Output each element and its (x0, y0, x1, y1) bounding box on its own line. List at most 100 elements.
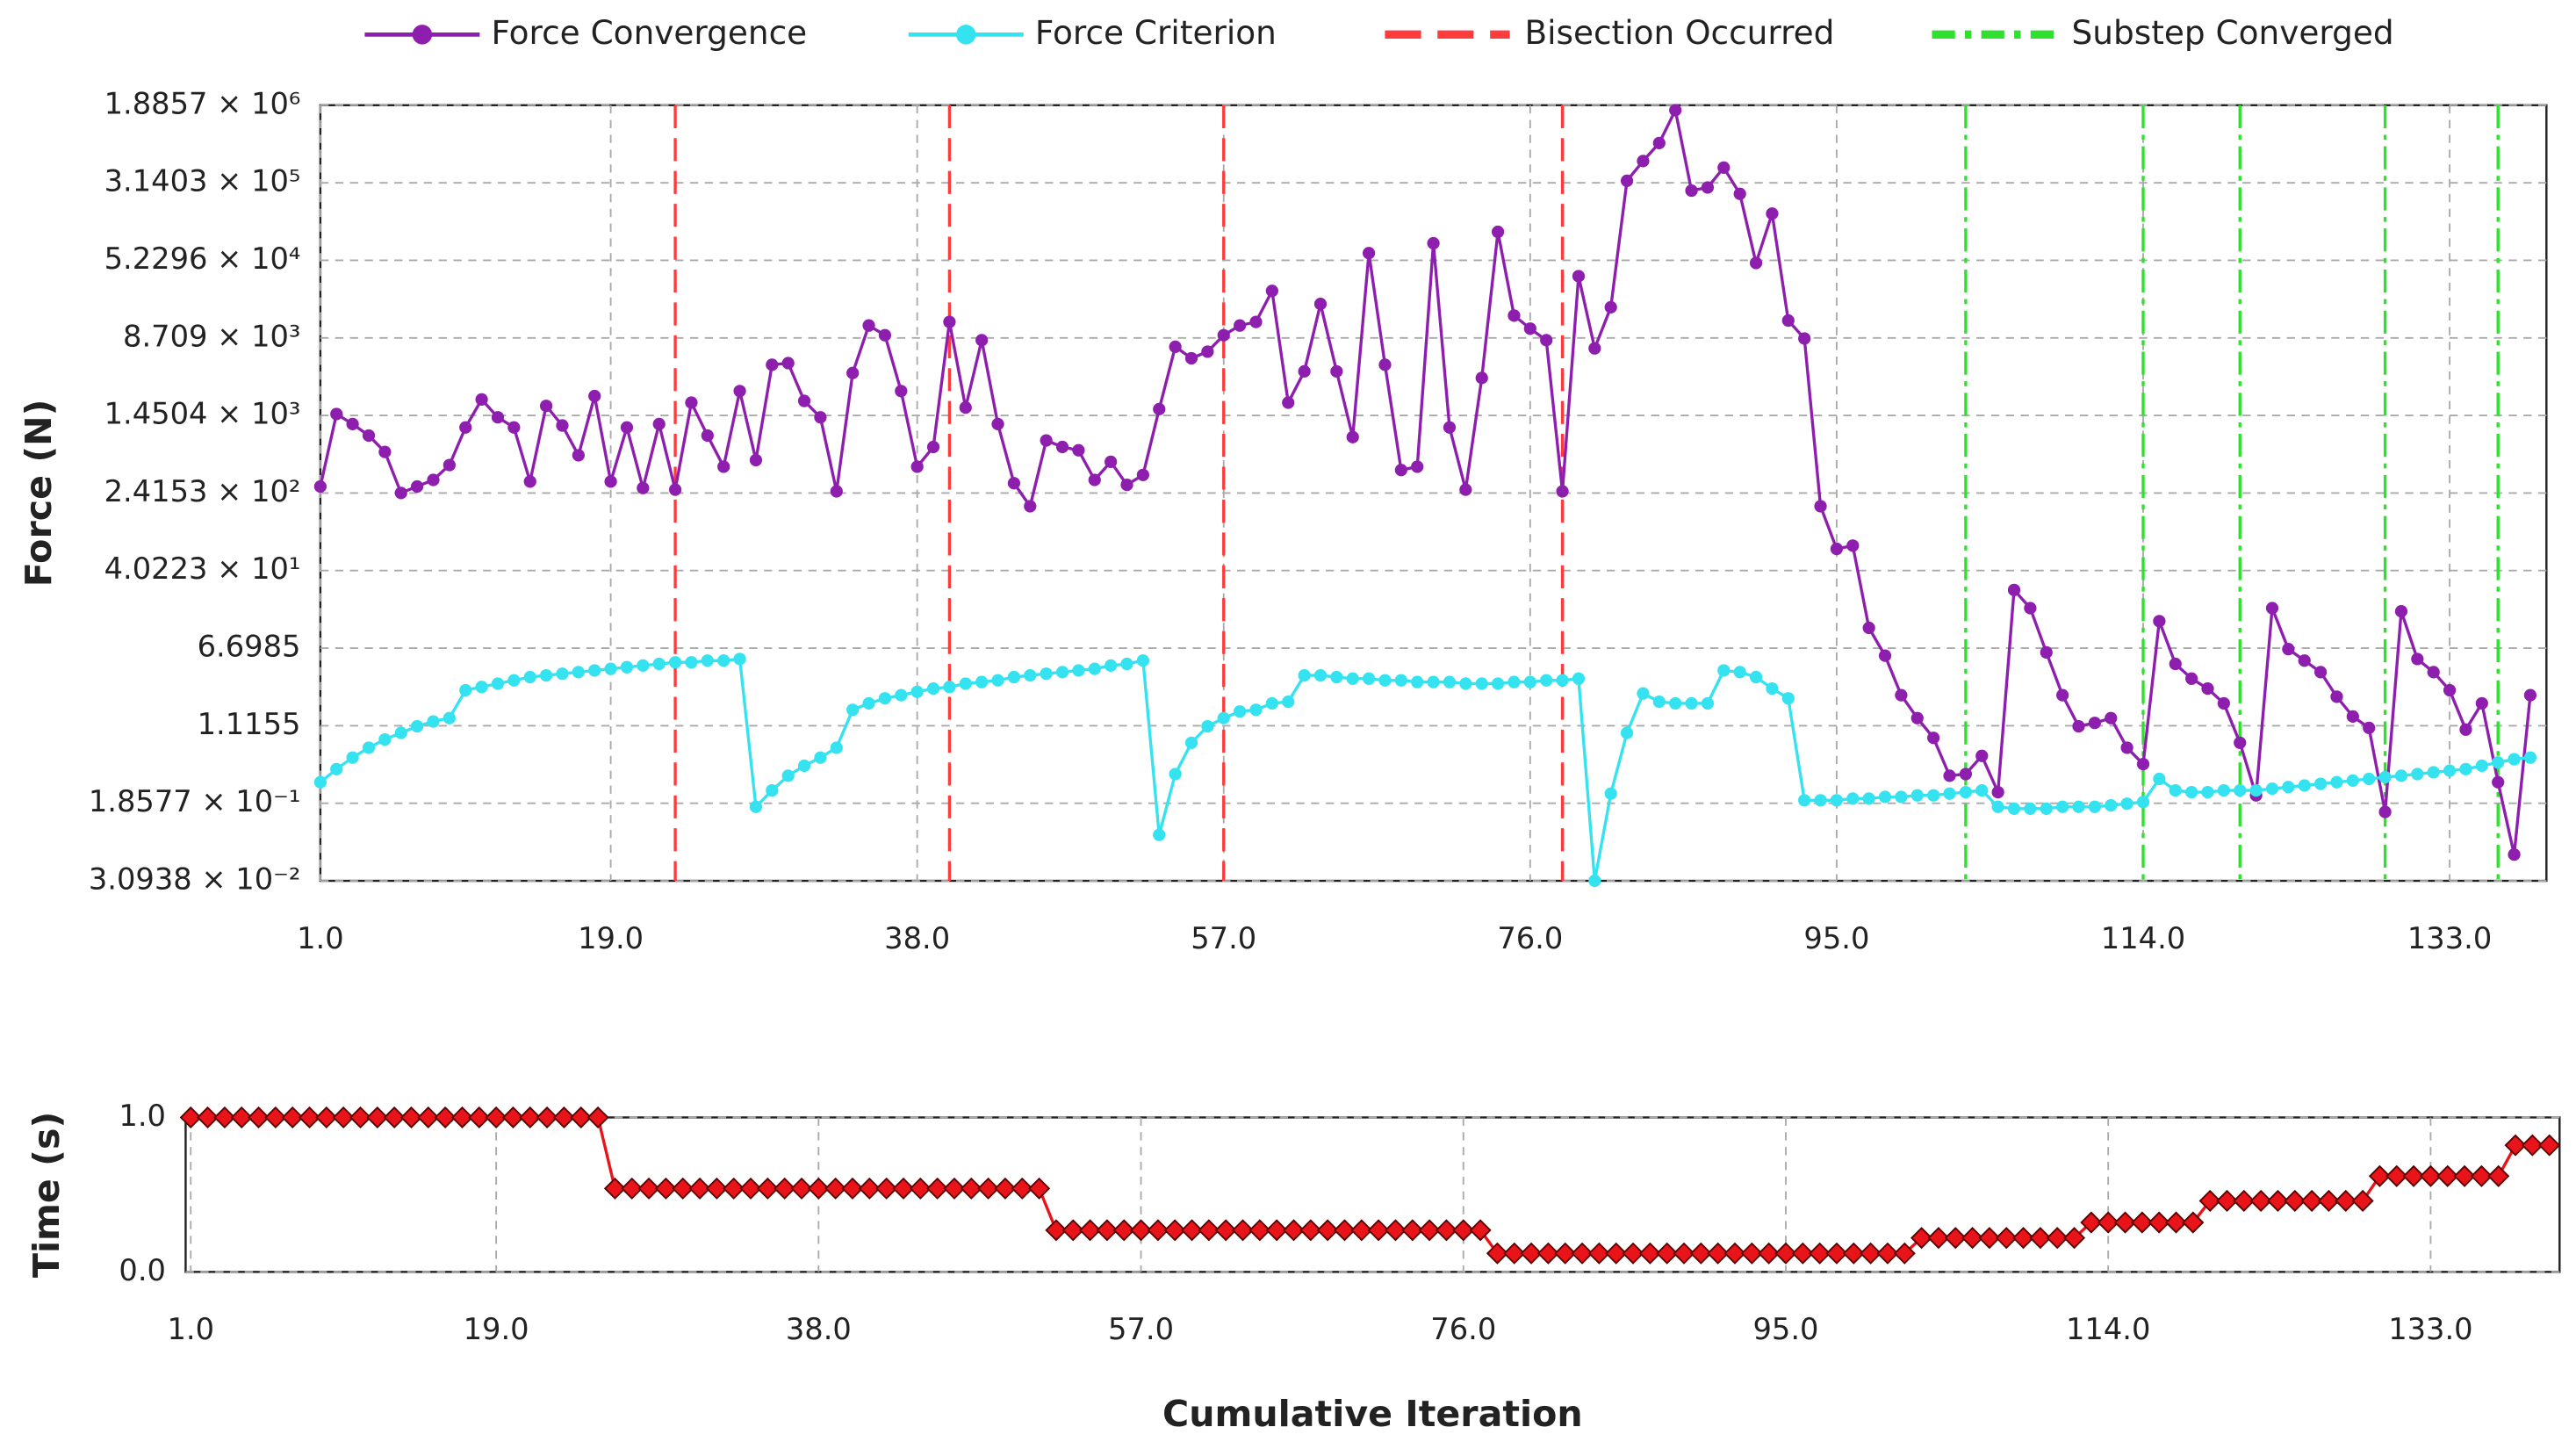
marker (1105, 659, 1118, 672)
marker (411, 479, 424, 494)
marker (346, 417, 359, 430)
marker (1007, 477, 1021, 490)
marker (362, 741, 376, 754)
y-tick-label: 1.4504 × 10³ (104, 397, 301, 431)
marker (1961, 1227, 1984, 1250)
marker (749, 453, 763, 467)
marker (2113, 1211, 2137, 1234)
marker (620, 421, 634, 434)
plot-area (184, 1116, 2561, 1273)
y-tick-label: 2.4153 × 10² (104, 474, 301, 508)
marker (943, 681, 956, 694)
marker (2056, 800, 2069, 813)
marker (1910, 789, 1924, 802)
marker (570, 1106, 593, 1129)
marker (1443, 675, 1457, 688)
marker (637, 481, 650, 494)
marker (895, 688, 908, 702)
marker (1991, 785, 2004, 799)
marker (298, 1106, 321, 1129)
marker (1572, 270, 1586, 283)
marker (1587, 1242, 1610, 1265)
marker (1556, 485, 1569, 498)
marker (1265, 1219, 1288, 1242)
marker (1459, 483, 1472, 496)
marker (637, 1177, 660, 1200)
y-tick-label: 8.709 × 10³ (123, 319, 300, 353)
marker (652, 417, 666, 430)
marker (313, 479, 327, 494)
marker (705, 1177, 728, 1200)
marker (1717, 161, 1731, 174)
marker (2266, 1189, 2290, 1212)
marker (1362, 672, 1376, 685)
marker (701, 429, 714, 443)
marker (2153, 615, 2166, 628)
y-tick-label: 3.1403 × 10⁵ (104, 164, 301, 198)
marker (1798, 794, 1811, 807)
marker (1652, 696, 1666, 709)
marker (766, 358, 779, 371)
x-tick-label: 133.0 (2407, 921, 2492, 955)
marker (1669, 104, 1682, 117)
marker (1234, 705, 1247, 718)
marker (878, 328, 892, 342)
marker (2508, 847, 2521, 861)
marker (1944, 1227, 1967, 1250)
x-tick-label: 19.0 (464, 1312, 529, 1346)
marker (2024, 802, 2037, 815)
marker (501, 1106, 525, 1129)
marker (2215, 1189, 2239, 1212)
marker (637, 659, 650, 672)
marker (536, 1106, 558, 1129)
marker (556, 667, 569, 681)
marker (417, 1106, 440, 1129)
marker (1443, 421, 1457, 434)
x-tick-label: 95.0 (1803, 921, 1869, 955)
marker (1943, 769, 1956, 782)
marker (1814, 794, 1827, 807)
marker (1072, 664, 1085, 677)
x-tick-label: 57.0 (1108, 1312, 1174, 1346)
marker (2385, 1164, 2408, 1187)
marker (910, 685, 924, 698)
marker (2080, 1211, 2103, 1234)
marker (427, 473, 440, 487)
marker (1333, 1219, 1356, 1242)
marker (247, 1106, 270, 1129)
marker (1701, 181, 1715, 194)
marker (394, 726, 407, 739)
marker (523, 475, 536, 488)
marker (1540, 334, 1553, 347)
marker (2153, 772, 2166, 786)
marker (1520, 1242, 1543, 1265)
marker (824, 1177, 847, 1200)
y-axis-label: Time (s) (25, 1112, 68, 1278)
marker (2007, 802, 2021, 815)
marker (926, 440, 940, 454)
marker (1024, 668, 1037, 682)
marker (1604, 787, 1617, 800)
marker (362, 429, 376, 443)
marker (603, 1177, 626, 1200)
marker (1096, 1219, 1119, 1242)
marker (491, 411, 505, 424)
marker (943, 315, 956, 328)
marker (1040, 667, 1053, 681)
legend-marker (956, 25, 976, 45)
marker (1180, 1219, 1204, 1242)
marker (1991, 800, 2004, 813)
marker (1975, 749, 1989, 762)
marker (1733, 187, 1746, 200)
marker (2182, 1211, 2205, 1234)
marker (346, 751, 359, 764)
marker (1394, 464, 1407, 477)
marker (1605, 1242, 1628, 1265)
marker (1384, 1219, 1407, 1242)
marker (1231, 1219, 1255, 1242)
marker (1265, 696, 1278, 710)
marker (1088, 662, 1101, 675)
marker (2459, 762, 2472, 775)
marker (2120, 741, 2133, 754)
marker (2056, 688, 2069, 702)
